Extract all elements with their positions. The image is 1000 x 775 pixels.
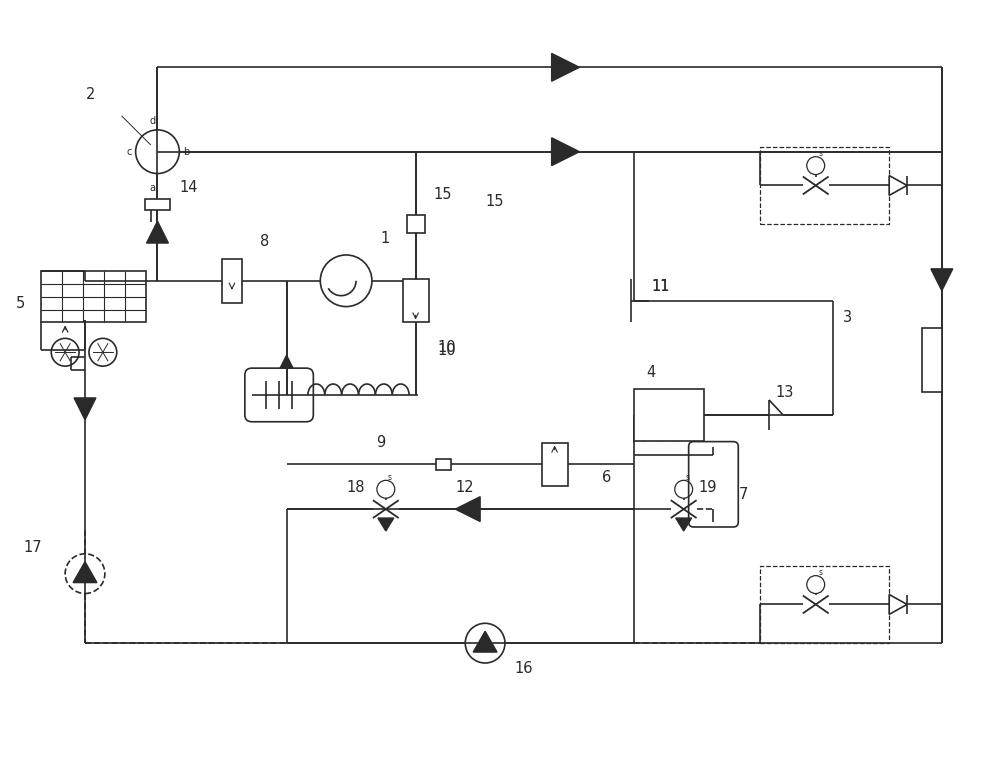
Text: 15: 15 xyxy=(433,188,452,202)
Text: 9: 9 xyxy=(376,435,385,449)
Text: s: s xyxy=(819,149,823,157)
FancyBboxPatch shape xyxy=(689,442,738,527)
Text: 15: 15 xyxy=(485,195,504,209)
Text: 13: 13 xyxy=(775,385,793,400)
Text: 6: 6 xyxy=(602,470,612,485)
Bar xyxy=(403,279,429,322)
Bar xyxy=(760,566,889,643)
Bar xyxy=(542,443,568,486)
FancyBboxPatch shape xyxy=(245,368,313,422)
Text: 4: 4 xyxy=(646,365,655,380)
Bar xyxy=(922,329,942,392)
Text: 11: 11 xyxy=(652,279,670,294)
Text: c: c xyxy=(126,146,132,157)
Polygon shape xyxy=(889,594,907,615)
Text: 8: 8 xyxy=(260,234,269,249)
Text: 2: 2 xyxy=(86,87,95,102)
Polygon shape xyxy=(889,175,907,195)
Text: 16: 16 xyxy=(515,661,533,676)
Text: b: b xyxy=(183,146,190,157)
Bar xyxy=(436,460,451,470)
Text: s: s xyxy=(819,567,823,577)
Text: 14: 14 xyxy=(179,181,198,195)
Text: d: d xyxy=(149,116,156,126)
Text: 3: 3 xyxy=(843,311,852,326)
Polygon shape xyxy=(74,398,96,420)
Text: 5: 5 xyxy=(15,295,25,311)
Text: 7: 7 xyxy=(738,487,748,502)
Polygon shape xyxy=(931,269,953,291)
Bar xyxy=(41,270,146,322)
Text: 19: 19 xyxy=(699,480,717,495)
Polygon shape xyxy=(676,518,692,531)
Polygon shape xyxy=(73,562,97,583)
Text: 18: 18 xyxy=(346,480,365,495)
Text: a: a xyxy=(150,184,156,194)
Bar xyxy=(760,146,889,224)
Polygon shape xyxy=(455,497,480,522)
Bar xyxy=(145,199,170,210)
Polygon shape xyxy=(552,53,579,81)
Polygon shape xyxy=(473,632,497,652)
Text: 12: 12 xyxy=(455,480,474,495)
Text: 10: 10 xyxy=(437,343,456,358)
Polygon shape xyxy=(147,221,168,243)
Text: s: s xyxy=(388,474,392,482)
Polygon shape xyxy=(378,518,394,531)
Text: 17: 17 xyxy=(23,540,42,555)
Bar xyxy=(407,215,425,233)
Polygon shape xyxy=(276,355,297,377)
Text: 11: 11 xyxy=(652,279,670,294)
Bar xyxy=(222,259,242,302)
Bar xyxy=(634,389,704,441)
Text: s: s xyxy=(686,474,690,482)
Text: 10: 10 xyxy=(437,340,456,355)
Polygon shape xyxy=(552,138,579,166)
Text: 1: 1 xyxy=(381,231,390,246)
